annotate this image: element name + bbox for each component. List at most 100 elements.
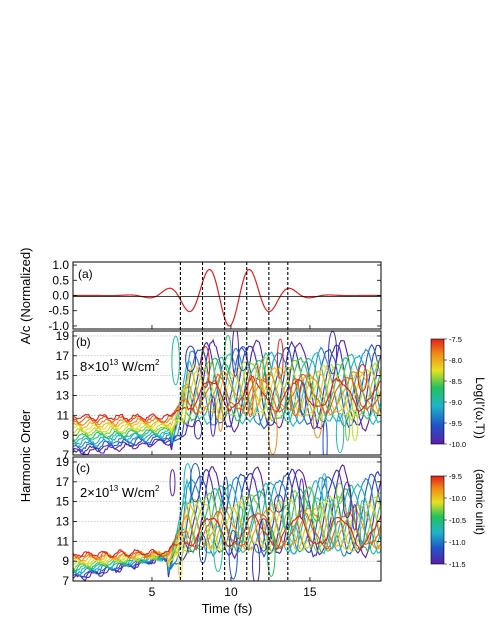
colorbar-tick-label: -9.5 <box>449 472 462 481</box>
contour-line <box>73 375 381 422</box>
contour-line <box>73 366 381 430</box>
colorbar-b-gradient <box>430 338 445 445</box>
dashed-time-markers <box>179 262 289 581</box>
contour-loop <box>185 345 197 373</box>
contour-loop <box>231 331 240 377</box>
panel-c-intensity-base: 2×10 <box>80 485 109 500</box>
y-tick-label: 15 <box>56 369 70 383</box>
contour-loop <box>335 482 344 505</box>
colorbar-b: -7.5 -8.0 -8.5 -9.0 -9.5 -10.0 <box>430 335 466 449</box>
contour-loop <box>321 473 328 502</box>
panel-b-intensity-unit-exp: 2 <box>155 358 160 367</box>
contour-loop <box>266 528 276 577</box>
y-tick-label: 7 <box>62 448 69 462</box>
contour-loop <box>237 506 244 543</box>
panel-a-y-tick-label: -1.0 <box>48 319 69 333</box>
contour-loop <box>267 408 278 455</box>
contour-loop <box>273 494 284 513</box>
vector-potential-line <box>73 268 381 327</box>
contour-loop <box>351 409 359 442</box>
panel-c-label: (c) <box>76 461 90 475</box>
contour-line <box>73 373 381 424</box>
colorbar-label-unit: (atomic unit) <box>473 469 487 535</box>
colorbar-tick-label: -8.5 <box>449 377 462 386</box>
panel-c-frame <box>72 456 382 582</box>
colorbar-tick-label: -10.0 <box>449 494 466 503</box>
panel-b-intensity: 8×1013 W/cm2 <box>80 358 160 374</box>
contour-loop <box>251 543 261 581</box>
panel-a <box>73 268 381 327</box>
contour-loop <box>282 505 291 530</box>
panel-a-y-tick-label: 0.5 <box>52 273 69 287</box>
panel-b-frame <box>72 330 382 456</box>
contour-loop <box>342 481 352 519</box>
panel-b-label: (b) <box>76 335 91 349</box>
ylabel-a: A/c (Normalized) <box>18 248 33 345</box>
colorbar-tick-label: -8.0 <box>449 356 462 365</box>
panel-b-intensity-exp: 13 <box>109 358 118 367</box>
contour-line <box>73 346 381 449</box>
panel-c-contours <box>73 462 381 581</box>
contour-loop <box>222 476 229 513</box>
colorbar-tick-label: -9.0 <box>449 398 462 407</box>
contour-loop <box>289 525 299 555</box>
contour-loop <box>213 525 223 573</box>
contour-loop <box>344 412 351 441</box>
contour-line <box>73 343 381 451</box>
panel-c-y-ticks: 19 17 15 13 11 9 7 <box>56 455 381 588</box>
colorbar-tick-label: -10.5 <box>449 516 466 525</box>
y-tick-label: 19 <box>56 329 70 343</box>
x-axis-ticks: 5 10 15 <box>149 325 317 599</box>
y-tick-label: 9 <box>62 428 69 442</box>
contour-loop <box>305 376 315 400</box>
contour-loop <box>201 346 211 388</box>
xlabel-time: Time (fs) <box>202 601 253 616</box>
panel-b-intensity-unit: W/cm <box>118 359 155 374</box>
panel-c-intensity-unit: W/cm <box>118 485 155 500</box>
contour-loop <box>209 396 217 437</box>
contour-line <box>73 340 381 455</box>
colorbar-tick-label: -10.0 <box>449 440 466 449</box>
contour-loop <box>352 504 358 531</box>
contour-loop <box>244 504 253 529</box>
colorbar-c-gradient <box>430 475 445 565</box>
contour-loop <box>217 405 224 432</box>
y-tick-label: 19 <box>56 455 70 469</box>
y-tick-label: 11 <box>57 534 70 548</box>
contour-loop <box>328 499 336 550</box>
contour-loop <box>335 413 345 454</box>
contour-loop <box>254 364 261 406</box>
panel-c-intensity-unit-exp: 2 <box>155 484 160 493</box>
contour-loop <box>171 335 180 386</box>
y-tick-label: 17 <box>56 349 70 363</box>
y-tick-label: 13 <box>56 514 70 528</box>
contour-loop <box>322 419 328 455</box>
colorbar-tick-label: -7.5 <box>449 335 462 344</box>
contour-loop <box>247 374 254 418</box>
panel-a-y-tick-label: 0.0 <box>52 289 69 303</box>
ylabel-harmonic-order: Harmonic Order <box>18 409 33 502</box>
contour-loop <box>189 462 201 503</box>
y-tick-label: 9 <box>62 554 69 568</box>
contour-loop <box>299 381 307 416</box>
x-tick-label: 5 <box>149 585 156 599</box>
panel-b-y-ticks: 19 17 15 13 11 9 7 <box>56 329 381 462</box>
colorbar-label-main: Log(I'(ω,T)) <box>473 377 487 439</box>
panel-c-intensity: 2×1013 W/cm2 <box>80 484 160 500</box>
contour-loop <box>276 338 284 379</box>
contour-loop <box>304 486 315 521</box>
contour-loop <box>311 497 322 522</box>
contour-loop <box>357 364 368 392</box>
x-tick-label: 10 <box>224 585 238 599</box>
y-tick-label: 11 <box>57 408 70 422</box>
contour-loop <box>169 469 176 497</box>
contour-loop <box>193 419 203 440</box>
contour-line <box>73 364 381 433</box>
contour-line <box>73 494 381 568</box>
colorbar-b-ticks: -7.5 -8.0 -8.5 -9.0 -9.5 -10.0 <box>444 335 466 449</box>
panel-b: (b) 8×1013 W/cm2 19 17 15 13 11 9 7 <box>56 329 382 462</box>
colorbar-tick-label: -11.5 <box>449 560 466 569</box>
contour-loop <box>228 529 238 580</box>
y-tick-label: 13 <box>56 388 70 402</box>
